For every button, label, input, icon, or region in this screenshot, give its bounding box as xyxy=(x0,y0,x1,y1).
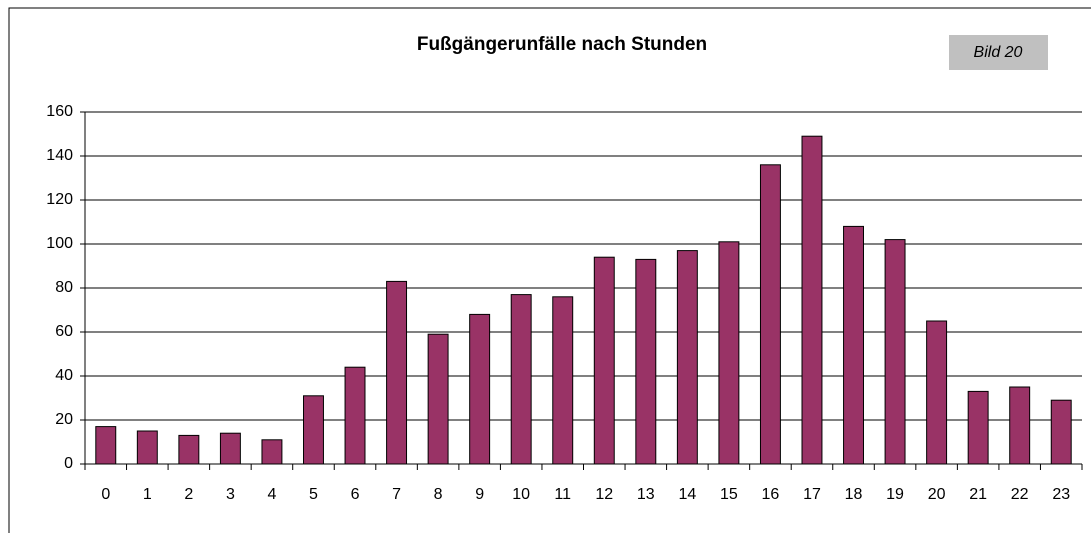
y-tick-label: 160 xyxy=(46,103,73,120)
x-tick-label: 7 xyxy=(392,486,401,503)
annotation-box xyxy=(949,35,1048,70)
y-tick-label: 40 xyxy=(55,367,73,384)
x-tick-label: 14 xyxy=(678,486,696,503)
x-tick-label: 10 xyxy=(512,486,530,503)
bar xyxy=(136,430,158,465)
bar xyxy=(1009,386,1031,465)
bar xyxy=(386,280,408,465)
x-tick-label: 23 xyxy=(1052,486,1070,503)
y-tick-label: 80 xyxy=(55,279,73,296)
y-tick-label: 60 xyxy=(55,323,73,340)
x-tick-label: 16 xyxy=(762,486,780,503)
x-tick-label: 20 xyxy=(928,486,946,503)
y-tick-label: 120 xyxy=(46,191,73,208)
x-tick-label: 4 xyxy=(267,486,276,503)
bar xyxy=(95,426,117,465)
x-tick-label: 0 xyxy=(101,486,110,503)
y-tick-label: 20 xyxy=(55,411,73,428)
bar xyxy=(1050,399,1072,465)
bar xyxy=(635,258,657,465)
bar xyxy=(718,241,740,465)
bar xyxy=(178,434,200,465)
chart-title: Fußgängerunfälle nach Stunden xyxy=(417,34,707,55)
x-tick-label: 11 xyxy=(554,486,571,503)
x-tick-label: 15 xyxy=(720,486,738,503)
bar xyxy=(469,313,491,465)
bar xyxy=(759,164,781,465)
x-tick-label: 9 xyxy=(475,486,484,503)
bar xyxy=(261,439,283,465)
x-tick-label: 19 xyxy=(886,486,904,503)
x-tick-label: 8 xyxy=(434,486,443,503)
x-tick-label: 3 xyxy=(226,486,235,503)
bar xyxy=(926,320,948,465)
y-tick-label: 140 xyxy=(46,147,73,164)
bar xyxy=(427,333,449,465)
bar xyxy=(510,294,532,465)
y-tick-label: 100 xyxy=(46,235,73,252)
bar xyxy=(303,395,324,465)
bar xyxy=(843,225,864,465)
x-tick-label: 5 xyxy=(309,486,318,503)
x-tick-label: 22 xyxy=(1011,486,1029,503)
frame xyxy=(8,7,1091,533)
annotation: Bild 20 xyxy=(974,44,1023,61)
bar xyxy=(967,390,989,465)
bar xyxy=(676,250,698,465)
bar xyxy=(552,296,574,465)
bar xyxy=(801,135,823,465)
x-tick-label: 21 xyxy=(969,486,987,503)
x-tick-label: 18 xyxy=(845,486,863,503)
bar xyxy=(219,432,241,465)
x-tick-label: 1 xyxy=(143,486,152,503)
bar xyxy=(884,239,906,465)
y-tick-label: 0 xyxy=(64,455,73,472)
x-tick-label: 2 xyxy=(184,486,193,503)
bar xyxy=(344,366,366,465)
x-tick-label: 17 xyxy=(803,486,821,503)
x-tick-label: 12 xyxy=(595,486,613,503)
bar xyxy=(593,256,615,465)
x-tick-label: 13 xyxy=(637,486,655,503)
x-tick-label: 6 xyxy=(351,486,360,503)
